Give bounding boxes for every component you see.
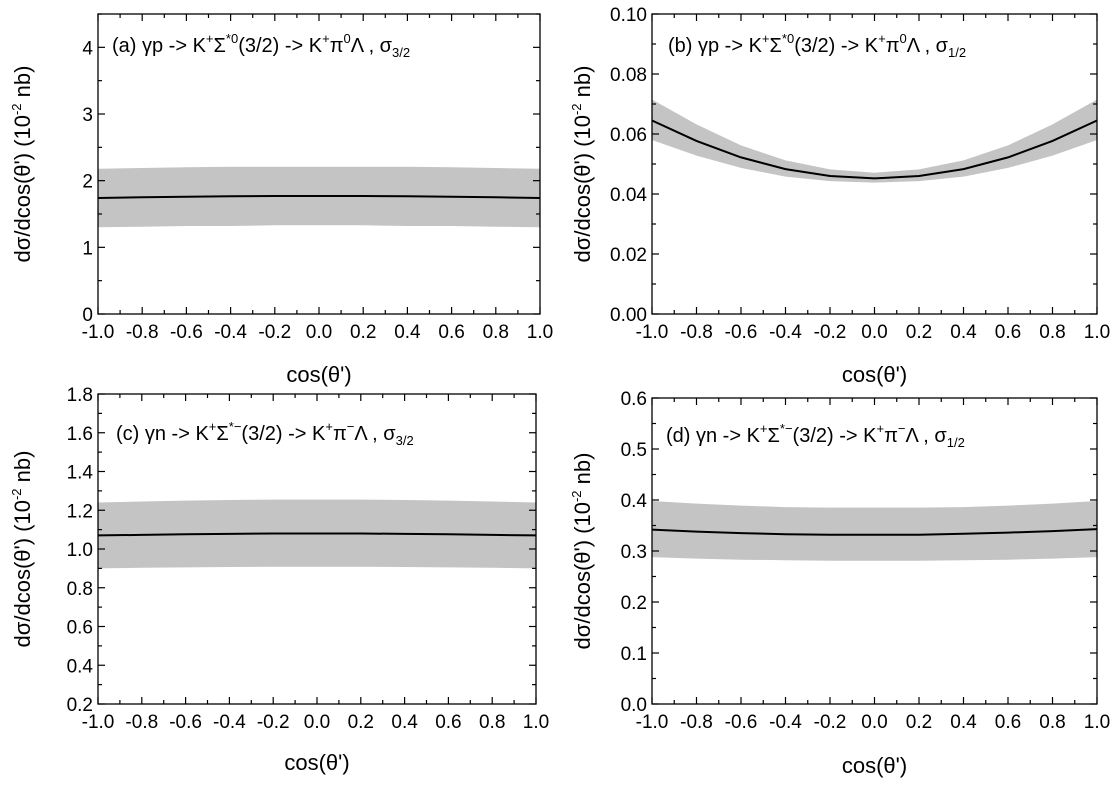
x-tick-label: -0.2 [257, 712, 290, 733]
x-tick-label: 0.2 [906, 322, 932, 343]
y-tick-label: 0.08 [610, 65, 647, 86]
y-tick-label: 1.2 [67, 501, 93, 522]
series-line [651, 119, 1098, 180]
x-tick-label: -0.6 [170, 322, 203, 343]
y-tick-label: 0.4 [621, 491, 648, 512]
y-tick-label: 0.6 [621, 389, 647, 410]
y-tick-label: 0.10 [610, 5, 647, 26]
x-tick-label: 0.2 [350, 322, 376, 343]
axes-frame [651, 13, 1098, 315]
y-tick-label: 0.5 [621, 440, 647, 461]
x-tick-label: 0.8 [483, 322, 509, 343]
y-tick-label: 1.4 [67, 463, 94, 484]
x-tick-label: 1.0 [1084, 322, 1110, 343]
axes-frame [97, 13, 541, 315]
y-axis-label: dσ/dcos(θ') (10-2 nb) [9, 451, 35, 648]
y-axis-label: dσ/dcos(θ') (10-2 nb) [9, 66, 35, 263]
x-tick-label: 0.0 [861, 322, 887, 343]
panel-c: -1.0 -0.8 -0.6 -0.4 -0.2 0.0 0.2 0.4 0.6 0.8 1.0 0.… [9, 385, 549, 775]
x-tick-label: -1.0 [82, 322, 115, 343]
y-tick-label: 0.6 [67, 618, 93, 639]
x-tick-label: -0.2 [814, 322, 847, 343]
x-tick-label: -0.4 [769, 712, 802, 733]
x-tick-label: 0.0 [306, 322, 332, 343]
y-tick-label: 0 [82, 305, 93, 326]
x-tick-label: 1.0 [523, 712, 549, 733]
uncertainty-band [652, 99, 1097, 183]
x-axis-label: cos(θ') [286, 362, 351, 387]
x-tick-label: 0.4 [950, 322, 977, 343]
y-tick-label: 3 [82, 105, 93, 126]
x-tick-label: -0.8 [126, 322, 159, 343]
y-tick-label: 1.8 [67, 385, 93, 406]
y-tick-label: 0.3 [621, 542, 647, 563]
x-axis-label: cos(θ') [284, 750, 349, 775]
y-tick-label: 1.6 [67, 424, 93, 445]
y-tick-label: 0.00 [610, 305, 647, 326]
x-tick-label: 0.4 [394, 322, 421, 343]
y-tick-label: 0.06 [610, 125, 647, 146]
x-tick-label: 0.8 [479, 712, 505, 733]
panel-title: (c) γn -> K+Σ*−(3/2) -> K+π−Λ , σ3/2 [116, 419, 414, 448]
x-tick-label: 0.0 [304, 712, 330, 733]
x-axis-label: cos(θ') [842, 753, 907, 778]
x-tick-label: -0.8 [125, 712, 158, 733]
series-line [97, 532, 537, 537]
y-tick-label: 1 [82, 238, 93, 259]
y-tick-label: 0.2 [621, 593, 647, 614]
x-tick-label: 0.6 [435, 712, 461, 733]
panel-d: -1.0 -0.8 -0.6 -0.4 -0.2 0.0 0.2 0.4 0.6 0.8 1.0 0.… [569, 389, 1110, 778]
panel-title: (b) γp -> K+Σ*0(3/2) -> K+π0Λ , σ1/2 [668, 31, 966, 60]
y-tick-label: 0.1 [621, 644, 647, 665]
x-tick-label: 1.0 [1084, 712, 1110, 733]
uncertainty-band [652, 501, 1097, 561]
x-tick-label: -0.8 [680, 322, 713, 343]
x-tick-label: -1.0 [636, 712, 669, 733]
x-tick-label: -0.6 [725, 322, 758, 343]
x-tick-label: -0.2 [814, 712, 847, 733]
x-tick-label: 0.6 [995, 712, 1021, 733]
series-line [97, 195, 541, 199]
x-tick-label: 1.0 [527, 322, 553, 343]
x-tick-label: 0.2 [906, 712, 932, 733]
y-tick-label: 4 [82, 38, 93, 59]
panel-a: -1.0 -0.8 -0.6 -0.4 -0.2 0.0 0.2 0.4 0.6 0.8 1.0 0 1… [9, 13, 553, 387]
x-tick-label: -1.0 [82, 712, 115, 733]
x-axis-label: cos(θ') [842, 362, 907, 387]
x-tick-label: 0.8 [1039, 712, 1065, 733]
x-tick-label: 0.0 [861, 712, 887, 733]
x-tick-label: -1.0 [636, 322, 669, 343]
x-tick-label: 0.8 [1039, 322, 1065, 343]
x-tick-label: 0.6 [995, 322, 1021, 343]
x-tick-label: -0.6 [725, 712, 758, 733]
y-tick-label: 0.04 [610, 185, 647, 206]
y-tick-label: 0.0 [621, 695, 647, 716]
x-tick-label: -0.4 [214, 322, 247, 343]
panel-title: (d) γn -> K+Σ*−(3/2) -> K+π−Λ , σ1/2 [666, 421, 965, 450]
series-line [651, 528, 1098, 536]
x-tick-label: 0.2 [348, 712, 374, 733]
y-tick-label: 1.0 [67, 540, 93, 561]
y-tick-label: 0.8 [67, 579, 93, 600]
x-tick-label: -0.8 [680, 712, 713, 733]
y-tick-label: 0.02 [610, 245, 647, 266]
y-axis-label: dσ/dcos(θ') (10-2 nb) [569, 66, 595, 263]
x-tick-label: 0.4 [391, 712, 418, 733]
panel-title: (a) γp -> K+Σ*0(3/2) -> K+π0Λ , σ3/2 [112, 31, 410, 60]
panel-b: -1.0 -0.8 -0.6 -0.4 -0.2 0.0 0.2 0.4 0.6 0.8 1.0 0.… [569, 5, 1110, 387]
x-tick-label: 0.4 [950, 712, 977, 733]
y-tick-label: 0.4 [67, 656, 94, 677]
x-tick-label: -0.4 [213, 712, 246, 733]
x-tick-label: 0.6 [438, 322, 464, 343]
y-tick-label: 0.2 [67, 695, 93, 716]
x-tick-label: -0.6 [169, 712, 202, 733]
x-tick-label: -0.2 [258, 322, 291, 343]
x-tick-label: -0.4 [769, 322, 802, 343]
y-axis-label: dσ/dcos(θ') (10-2 nb) [569, 453, 595, 650]
y-tick-label: 2 [82, 172, 93, 193]
